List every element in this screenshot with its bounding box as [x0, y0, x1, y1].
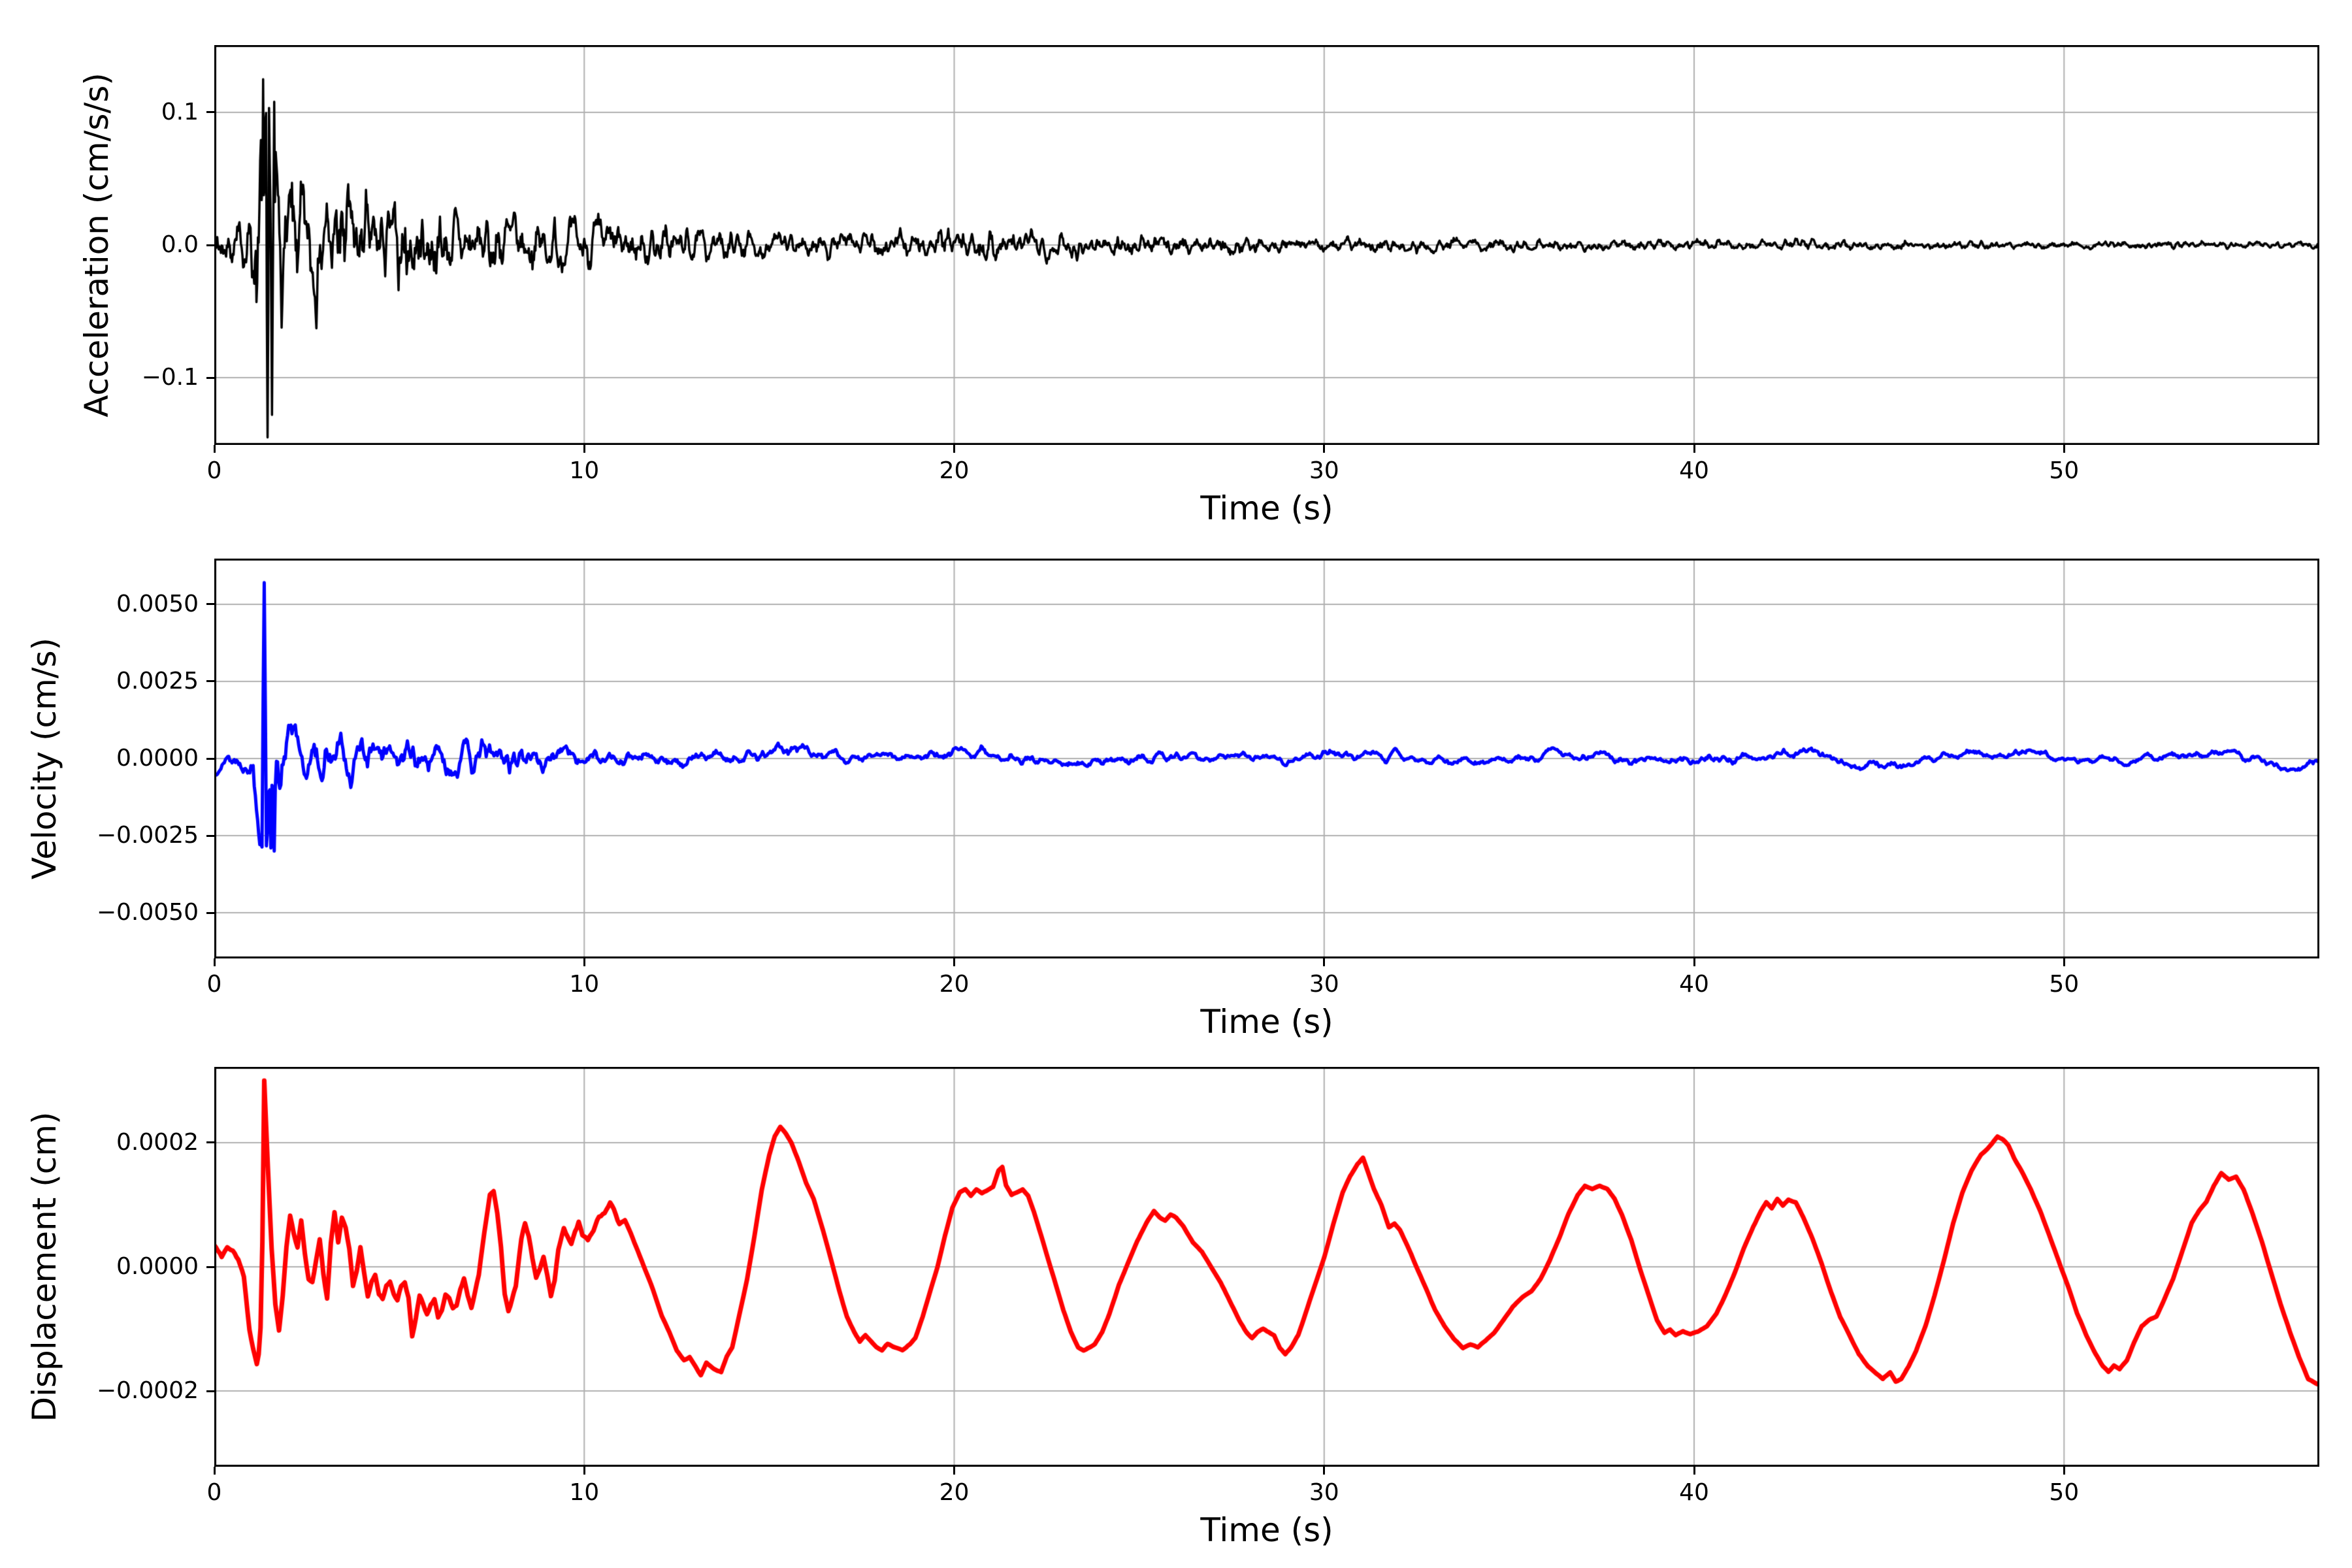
acceleration-y-tick-mark [206, 111, 214, 114]
displacement-x-tick-label: 0 [206, 1479, 222, 1506]
velocity-x-axis-label: Time (s) [1200, 1003, 1333, 1041]
velocity-x-tick-mark [2063, 958, 2065, 966]
displacement-x-tick-label: 10 [569, 1479, 600, 1506]
velocity-x-tick-label: 40 [1679, 971, 1709, 998]
displacement-y-tick-mark [206, 1141, 214, 1144]
velocity-y-tick-label: 0.0025 [116, 667, 199, 694]
displacement-x-tick-mark [213, 1467, 216, 1475]
displacement-x-tick-mark [2063, 1467, 2065, 1475]
displacement-y-tick-mark [206, 1266, 214, 1268]
velocity-x-tick-label: 10 [569, 971, 600, 998]
acceleration-x-tick-mark [953, 445, 955, 453]
displacement-x-tick-mark [583, 1467, 585, 1475]
velocity-y-tick-label: 0.0000 [116, 745, 199, 772]
velocity-y-tick-mark [206, 603, 214, 606]
displacement-x-tick-label: 30 [1309, 1479, 1339, 1506]
displacement-x-tick-label: 20 [939, 1479, 970, 1506]
velocity-x-tick-label: 20 [939, 971, 970, 998]
displacement-x-tick-mark [1693, 1467, 1695, 1475]
velocity-x-tick-mark [1693, 958, 1695, 966]
acceleration-x-tick-mark [213, 445, 216, 453]
displacement-y-tick-label: −0.0002 [96, 1377, 199, 1405]
acceleration-x-tick-label: 20 [939, 457, 970, 484]
acceleration-y-tick-mark [206, 244, 214, 246]
velocity-y-tick-mark [206, 834, 214, 837]
displacement-x-tick-label: 40 [1679, 1479, 1709, 1506]
displacement-x-tick-mark [953, 1467, 955, 1475]
velocity-x-tick-mark [1323, 958, 1326, 966]
displacement-x-axis-label: Time (s) [1200, 1511, 1333, 1549]
acceleration-x-axis-label: Time (s) [1200, 489, 1333, 527]
displacement-trace-canvas [214, 1067, 2319, 1467]
velocity-y-tick-mark [206, 680, 214, 683]
displacement-y-tick-label: 0.0000 [116, 1253, 199, 1280]
acceleration-y-tick-label: −0.1 [141, 364, 199, 391]
velocity-x-tick-label: 50 [2049, 971, 2080, 998]
acceleration-x-tick-label: 0 [206, 457, 222, 484]
acceleration-x-tick-label: 40 [1679, 457, 1709, 484]
acceleration-y-tick-label: 0.1 [161, 98, 199, 125]
acceleration-y-tick-label: 0.0 [161, 231, 199, 258]
velocity-x-tick-label: 0 [206, 971, 222, 998]
acceleration-trace-canvas [214, 45, 2319, 445]
acceleration-x-tick-mark [1693, 445, 1695, 453]
displacement-x-tick-mark [1323, 1467, 1326, 1475]
velocity-trace-canvas [214, 559, 2319, 958]
velocity-y-tick-label: −0.0050 [96, 899, 199, 926]
acceleration-x-tick-label: 30 [1309, 457, 1339, 484]
velocity-x-tick-mark [213, 958, 216, 966]
velocity-x-tick-mark [583, 958, 585, 966]
velocity-x-tick-label: 30 [1309, 971, 1339, 998]
velocity-y-tick-label: 0.0050 [116, 590, 199, 617]
velocity-y-tick-mark [206, 757, 214, 760]
velocity-x-tick-mark [953, 958, 955, 966]
acceleration-x-tick-mark [1323, 445, 1326, 453]
velocity-y-tick-mark [206, 911, 214, 914]
displacement-x-tick-label: 50 [2049, 1479, 2080, 1506]
acceleration-x-tick-mark [2063, 445, 2065, 453]
acceleration-x-tick-label: 10 [569, 457, 600, 484]
acceleration-x-tick-label: 50 [2049, 457, 2080, 484]
displacement-y-tick-label: 0.0002 [116, 1128, 199, 1156]
velocity-y-tick-label: −0.0025 [96, 822, 199, 849]
acceleration-x-tick-mark [583, 445, 585, 453]
acceleration-y-tick-mark [206, 376, 214, 379]
displacement-y-tick-mark [206, 1390, 214, 1392]
